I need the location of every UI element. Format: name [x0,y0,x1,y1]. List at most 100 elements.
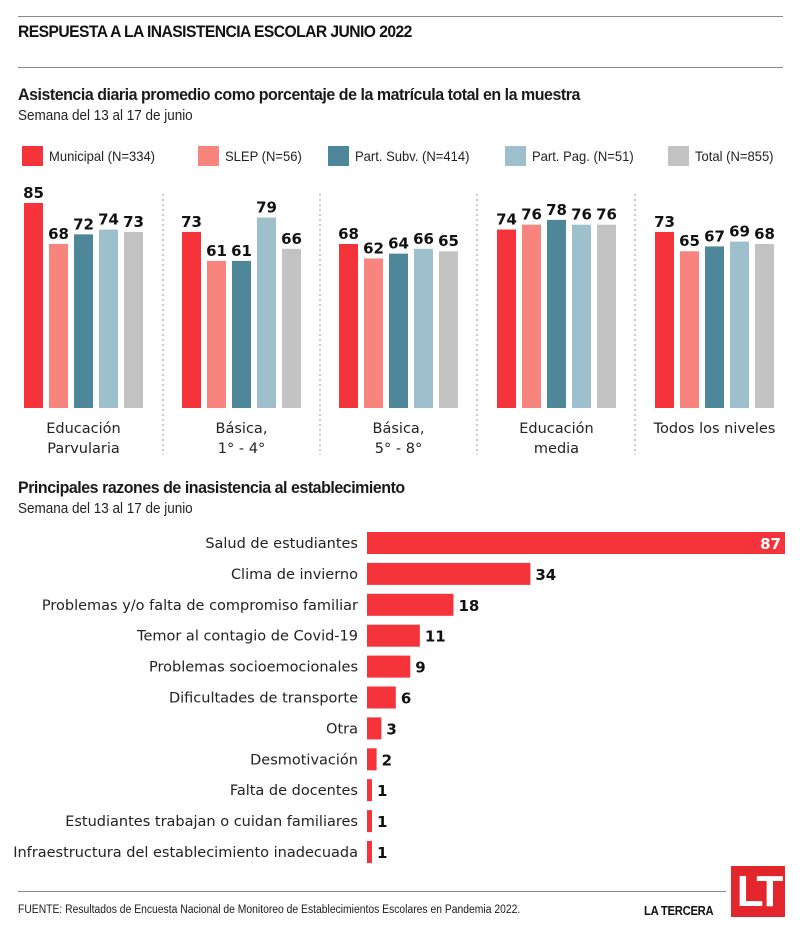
bar-municipal [339,244,358,408]
source-note: FUENTE: Resultados de Encuesta Nacional … [18,904,521,916]
reason-value-label: 34 [535,566,556,584]
bar-value-label: 74 [496,211,517,229]
bar-value-label: 76 [521,206,542,224]
reason-bar [367,686,396,709]
category-label: Educación [519,421,593,437]
reason-label: Problemas socioemocionales [149,660,358,676]
bar-part-pag [572,224,591,408]
bar-value-label: 85 [23,184,44,202]
bar-total [439,251,458,408]
bar-value-label: 66 [281,230,302,248]
reason-label: Temor al contagio de Covid-19 [136,629,358,645]
reason-bar [367,810,372,833]
category-label: Básica, [216,421,268,437]
bar-value-label: 73 [654,213,675,231]
bar-slep [49,244,68,408]
legend-item-part-subv: Part. Subv. (N=414) [328,146,478,166]
bar-total [597,224,616,408]
bar-value-label: 68 [338,225,359,243]
bar-value-label: 66 [413,230,434,248]
bar-slep [680,251,699,408]
bar-value-label: 74 [98,211,119,229]
reason-value-label: 11 [425,628,446,646]
bar-slep [207,260,226,408]
category-label: Educación [46,421,120,437]
bar-value-label: 73 [123,213,144,231]
reason-bar [367,841,372,863]
category-label: 1° - 4° [218,441,265,457]
reason-label: Salud de estudiantes [205,536,358,552]
bar-value-label: 62 [363,239,384,257]
bar-value-label: 61 [206,242,227,260]
category-label: Todos los niveles [653,421,776,437]
reason-label: Desmotivación [250,752,358,768]
bar-value-label: 65 [679,232,700,250]
reasons-bar-chart: Salud de estudiantes 87 Clima de invierno 3… [13,532,785,863]
bar-part-pag [414,248,433,408]
title-rule [18,67,783,68]
bar-value-label: 73 [181,213,202,231]
bar-total [282,248,301,408]
bar-value-label: 76 [596,206,617,224]
reason-value-label: 3 [386,720,396,738]
reason-value-label: 87 [760,535,781,553]
reason-label: Falta de docentes [230,783,358,799]
reason-label: Dificultades de transporte [169,691,358,707]
reason-label: Otra [326,721,358,737]
attendance-legend: Municipal (N=334) SLEP (N=56) Part. Subv… [22,146,792,166]
reason-value-label: 1 [377,844,387,862]
top-rule [18,16,783,17]
reason-bar [367,748,377,771]
reason-value-label: 1 [377,782,387,800]
attendance-chart-subtitle: Semana del 13 al 17 de junio [18,108,193,124]
category-label: Parvularia [47,441,120,457]
bar-slep [522,224,541,408]
bar-part-pag [730,241,749,408]
reason-label: Problemas y/o falta de compromiso famili… [42,598,358,614]
bar-value-label: 68 [48,225,69,243]
reason-bar [367,779,372,802]
legend-label: Part. Subv. (N=414) [355,148,470,164]
bar-value-label: 68 [754,225,775,243]
bar-total [124,231,143,408]
bar-part-subv [232,260,251,408]
bar-value-label: 69 [729,223,750,241]
brand-name: LA TERCERA [644,904,714,918]
bar-value-label: 79 [256,198,277,216]
reason-value-label: 9 [415,659,425,677]
attendance-chart-title: Asistencia diaria promedio como porcenta… [18,85,580,104]
bar-municipal [497,229,516,408]
bar-part-subv [705,246,724,408]
reasons-chart-subtitle: Semana del 13 al 17 de junio [18,501,193,517]
bar-value-label: 78 [546,201,567,219]
la-tercera-logo: LT [731,866,785,917]
legend-label: Total (N=855) [695,148,774,164]
bar-part-pag [99,229,118,408]
bar-slep [364,258,383,408]
reason-label: Clima de invierno [231,567,358,583]
legend-label: Part. Pag. (N=51) [532,148,634,164]
legend-label: Municipal (N=334) [49,148,156,164]
legend-swatch-municipal [22,146,43,166]
reason-label: Estudiantes trabajan o cuidan familiares [65,814,358,830]
bar-part-subv [547,219,566,408]
bar-value-label: 76 [571,206,592,224]
page-title: RESPUESTA A LA INASISTENCIA ESCOLAR JUNI… [18,22,412,41]
legend-swatch-part-pag [505,146,526,166]
category-label: media [534,441,579,457]
footer-rule [18,891,726,892]
legend-swatch-slep [198,146,219,166]
reason-bar [367,562,531,585]
bar-value-label: 65 [438,232,459,250]
legend-label: SLEP (N=56) [225,148,302,164]
bar-value-label: 64 [388,235,409,253]
category-label: 5° - 8° [375,441,422,457]
bar-municipal [182,231,201,408]
bar-municipal [655,231,674,408]
bar-part-subv [389,253,408,408]
legend-item-part-pag: Part. Pag. (N=51) [505,146,641,166]
legend-swatch-part-subv [328,146,349,166]
legend-item-slep: SLEP (N=56) [198,146,308,166]
legend-swatch-total [668,146,689,166]
